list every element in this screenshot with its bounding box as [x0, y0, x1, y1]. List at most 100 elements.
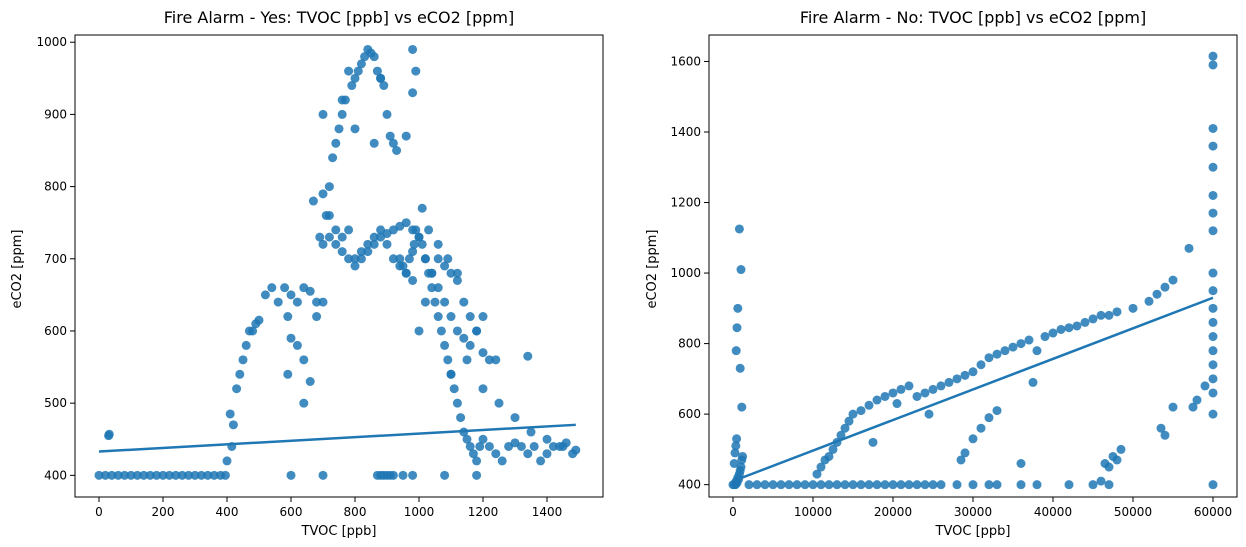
x-tick-label: 600 [280, 505, 303, 519]
data-point [209, 470, 219, 480]
data-point [107, 470, 117, 480]
data-point [318, 239, 328, 249]
data-point [840, 423, 850, 433]
data-point [832, 480, 842, 490]
data-point [408, 88, 418, 98]
data-point [1024, 335, 1034, 345]
data-point [376, 73, 386, 83]
data-point [414, 232, 424, 242]
data-point [920, 480, 930, 490]
data-point [305, 377, 315, 386]
data-point [840, 480, 850, 490]
data-point [510, 413, 520, 423]
data-point [347, 81, 357, 91]
data-point [868, 437, 878, 447]
data-point [1040, 332, 1050, 342]
data-point [928, 384, 938, 394]
data-point [944, 377, 954, 387]
data-point [472, 470, 482, 480]
data-point [824, 480, 834, 490]
data-point [992, 349, 1002, 359]
y-tick-label: 1400 [670, 125, 701, 139]
data-point [737, 402, 747, 412]
data-point [497, 456, 507, 466]
data-point [880, 391, 890, 401]
data-point [1080, 317, 1090, 327]
data-point [732, 434, 742, 444]
y-tick-label: 1200 [670, 196, 701, 210]
data-point [465, 441, 475, 451]
data-point [491, 355, 501, 365]
y-tick-label: 800 [678, 337, 701, 351]
data-point [465, 340, 475, 350]
y-tick-label: 1600 [670, 54, 701, 68]
data-point [880, 480, 890, 490]
data-point [1208, 60, 1218, 70]
data-point [280, 283, 290, 293]
data-point [484, 355, 494, 365]
data-point [992, 406, 1002, 416]
data-point [1072, 321, 1082, 331]
data-point [1032, 346, 1042, 356]
data-point [1160, 430, 1170, 440]
data-point [344, 225, 354, 235]
data-point [1112, 307, 1122, 317]
data-point [456, 413, 466, 423]
y-tick-label: 700 [44, 252, 67, 266]
data-point [408, 247, 418, 257]
x-tick-label: 40000 [1034, 505, 1072, 519]
data-point [401, 218, 411, 228]
data-point [331, 239, 341, 249]
data-point [260, 290, 270, 300]
regression-line-group [732, 296, 1214, 483]
data-point [462, 434, 472, 444]
data-point [283, 312, 293, 322]
x-tick-label: 10000 [794, 505, 832, 519]
data-point [1208, 123, 1218, 133]
data-point [312, 297, 322, 307]
data-point [872, 395, 882, 405]
data-point [928, 480, 938, 490]
x-tick-label: 20000 [874, 505, 912, 519]
data-point [952, 374, 962, 384]
regression-line [732, 296, 1214, 483]
data-point [433, 312, 443, 322]
data-point [1208, 317, 1218, 327]
regression-line [98, 423, 576, 453]
data-point [443, 254, 453, 264]
data-point [1096, 476, 1106, 486]
data-point [177, 470, 187, 480]
data-point [984, 413, 994, 423]
y-axis-label: eCO2 [ppm] [10, 229, 25, 308]
data-point [1116, 444, 1126, 454]
data-point [1208, 141, 1218, 151]
x-axis-label: TVOC [ppb] [301, 524, 377, 539]
data-point [436, 326, 446, 336]
x-ticks: 0 10000 20000 30000 40000 50000 60000 [729, 497, 1232, 519]
data-point [1064, 323, 1074, 333]
data-point [896, 384, 906, 394]
data-point [896, 480, 906, 490]
data-point [752, 480, 762, 490]
data-point [254, 315, 264, 325]
data-point [856, 406, 866, 416]
data-point [1064, 480, 1074, 490]
data-point [401, 268, 411, 278]
y-tick-label: 1000 [36, 35, 67, 49]
data-point [292, 297, 302, 307]
data-point [1208, 388, 1218, 398]
data-point [286, 290, 296, 300]
data-point [411, 66, 421, 76]
data-point [334, 124, 344, 134]
data-point [1200, 381, 1210, 391]
data-point [328, 153, 338, 163]
data-point [924, 409, 934, 419]
y-ticks: 400 600 800 1000 1200 1400 1600 [670, 54, 709, 492]
data-point [1188, 402, 1198, 412]
data-point [382, 109, 392, 119]
data-point [468, 449, 478, 459]
chart-title: Fire Alarm - No: TVOC [ppb] vs eCO2 [ppm… [800, 8, 1146, 27]
x-tick-label: 800 [344, 505, 367, 519]
data-point [388, 138, 398, 148]
